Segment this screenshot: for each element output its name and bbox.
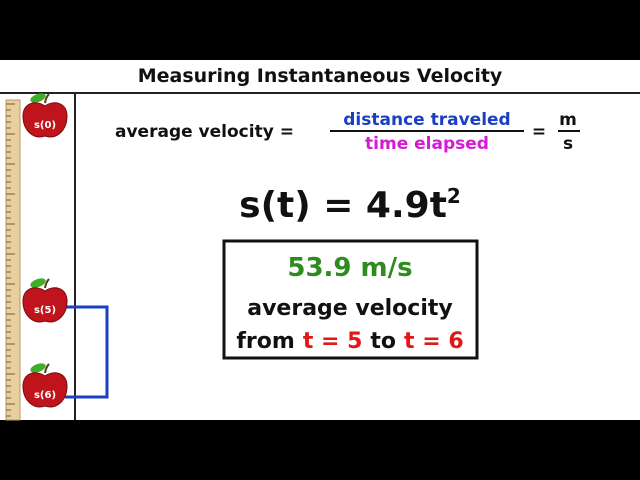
apple-leaf (30, 363, 46, 373)
result-line2: from t = 5 to t = 6 (236, 329, 463, 354)
apple-stem (44, 278, 50, 289)
apple (22, 287, 68, 323)
t-end: t = 6 (404, 329, 464, 354)
result-box (222, 239, 479, 360)
apple-stem (44, 363, 50, 374)
denominator: time elapsed (365, 134, 489, 154)
apple-label: s(0) (34, 120, 56, 131)
ruler (5, 99, 21, 421)
apple-label: s(5) (34, 305, 56, 316)
apples: s(0) s(5) s(6) (22, 93, 68, 408)
bracket (65, 305, 109, 399)
to: to (370, 329, 396, 354)
title: Measuring Instantaneous Velocity (138, 65, 503, 87)
result-line1: average velocity (247, 296, 453, 321)
apple (22, 372, 68, 408)
t-start: t = 5 (303, 329, 363, 354)
apple-label: s(6) (34, 390, 56, 401)
result-value: 53.9 m/s (287, 253, 412, 283)
equation: s(t) = 4.9t2 (239, 184, 461, 226)
apple (22, 102, 68, 138)
apple-stem (44, 93, 50, 104)
equals: = (532, 122, 546, 142)
unit-bottom: s (563, 134, 573, 154)
numerator: distance traveled (343, 110, 510, 130)
apple-leaf (30, 278, 46, 288)
apple-leaf (30, 93, 46, 103)
equation-exponent: 2 (447, 184, 461, 208)
formula-left: average velocity = (115, 122, 294, 142)
unit-top: m (559, 110, 577, 130)
from: from (236, 329, 294, 354)
equation-base: s(t) = 4.9t (239, 185, 447, 226)
